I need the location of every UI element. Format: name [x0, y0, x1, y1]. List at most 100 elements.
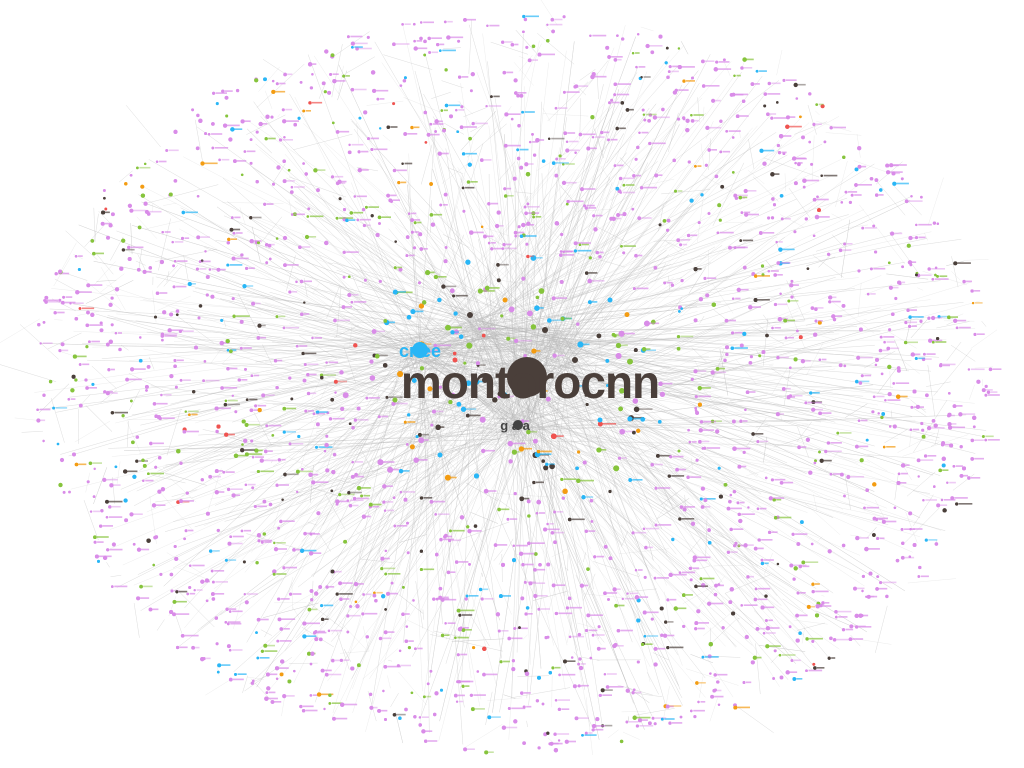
- graph-node[interactable]: [448, 400, 453, 405]
- graph-node[interactable]: [187, 281, 192, 287]
- graph-node[interactable]: [666, 598, 670, 602]
- graph-node[interactable]: [941, 463, 946, 468]
- graph-node[interactable]: [690, 709, 693, 713]
- graph-node[interactable]: [670, 283, 674, 287]
- graph-node[interactable]: [282, 566, 286, 570]
- graph-node[interactable]: [244, 452, 249, 457]
- graph-node[interactable]: [632, 430, 636, 435]
- graph-node[interactable]: [546, 731, 550, 735]
- graph-node[interactable]: [308, 551, 314, 556]
- graph-node[interactable]: [729, 527, 733, 532]
- graph-node[interactable]: [546, 635, 550, 639]
- graph-node[interactable]: [129, 512, 134, 517]
- graph-node[interactable]: [258, 121, 263, 127]
- graph-node[interactable]: [613, 164, 617, 167]
- graph-node[interactable]: [550, 433, 557, 440]
- graph-node[interactable]: [214, 616, 218, 620]
- graph-node[interactable]: [624, 312, 630, 318]
- graph-node[interactable]: [37, 323, 41, 327]
- graph-node[interactable]: [99, 524, 103, 528]
- graph-node[interactable]: [789, 563, 794, 568]
- graph-node[interactable]: [68, 490, 71, 494]
- graph-node[interactable]: [591, 724, 597, 729]
- graph-node[interactable]: [157, 489, 162, 494]
- graph-node[interactable]: [756, 440, 760, 444]
- graph-node[interactable]: [511, 666, 516, 672]
- graph-node[interactable]: [915, 223, 918, 227]
- graph-node[interactable]: [881, 412, 886, 416]
- graph-node[interactable]: [597, 421, 603, 427]
- graph-node[interactable]: [287, 679, 292, 684]
- graph-node[interactable]: [265, 261, 269, 265]
- graph-node[interactable]: [130, 367, 135, 372]
- graph-node[interactable]: [159, 259, 165, 265]
- graph-node[interactable]: [690, 521, 696, 526]
- graph-node[interactable]: [138, 358, 143, 363]
- graph-node[interactable]: [698, 439, 702, 444]
- graph-node[interactable]: [299, 279, 304, 284]
- graph-node[interactable]: [739, 239, 742, 242]
- graph-node[interactable]: [819, 603, 823, 608]
- graph-node[interactable]: [240, 173, 244, 177]
- graph-node[interactable]: [513, 78, 518, 83]
- graph-node[interactable]: [273, 541, 276, 545]
- graph-node[interactable]: [293, 212, 297, 217]
- graph-node[interactable]: [753, 298, 758, 302]
- graph-node[interactable]: [330, 569, 335, 574]
- graph-node[interactable]: [392, 712, 397, 717]
- graph-node[interactable]: [693, 318, 698, 323]
- graph-node[interactable]: [188, 586, 192, 589]
- graph-node[interactable]: [728, 245, 732, 250]
- graph-node[interactable]: [465, 413, 470, 418]
- graph-node[interactable]: [810, 542, 814, 546]
- graph-node[interactable]: [666, 218, 671, 223]
- graph-node[interactable]: [729, 587, 734, 592]
- graph-node[interactable]: [647, 119, 651, 123]
- graph-node[interactable]: [693, 369, 698, 374]
- graph-node[interactable]: [36, 408, 39, 411]
- graph-node[interactable]: [522, 30, 525, 34]
- graph-node[interactable]: [849, 624, 854, 629]
- graph-node[interactable]: [580, 187, 584, 192]
- graph-node[interactable]: [828, 300, 832, 304]
- graph-node[interactable]: [118, 347, 122, 352]
- graph-node[interactable]: [407, 413, 411, 417]
- graph-node[interactable]: [165, 149, 169, 152]
- graph-node[interactable]: [513, 719, 518, 724]
- graph-node[interactable]: [149, 441, 153, 446]
- graph-node[interactable]: [679, 243, 683, 247]
- graph-node[interactable]: [89, 510, 93, 513]
- graph-node[interactable]: [172, 612, 176, 617]
- graph-node[interactable]: [191, 108, 195, 112]
- graph-node[interactable]: [323, 90, 327, 94]
- graph-node[interactable]: [598, 255, 602, 259]
- graph-node[interactable]: [759, 148, 764, 153]
- graph-node[interactable]: [662, 219, 667, 223]
- graph-node[interactable]: [967, 476, 971, 480]
- graph-node[interactable]: [304, 172, 308, 176]
- graph-node[interactable]: [685, 118, 690, 123]
- graph-node[interactable]: [775, 412, 780, 417]
- graph-node[interactable]: [392, 289, 398, 295]
- graph-node[interactable]: [42, 321, 46, 324]
- graph-node[interactable]: [663, 633, 668, 638]
- graph-node[interactable]: [585, 402, 589, 407]
- graph-node[interactable]: [172, 264, 176, 268]
- graph-node[interactable]: [512, 176, 517, 181]
- graph-node[interactable]: [533, 568, 537, 572]
- graph-node[interactable]: [786, 115, 790, 120]
- graph-node[interactable]: [725, 129, 729, 133]
- graph-node[interactable]: [589, 498, 594, 503]
- graph-node[interactable]: [689, 198, 694, 203]
- graph-node[interactable]: [622, 212, 627, 217]
- graph-node[interactable]: [405, 235, 410, 239]
- graph-node[interactable]: [522, 741, 527, 746]
- graph-node[interactable]: [272, 569, 277, 574]
- graph-node[interactable]: [722, 58, 726, 62]
- graph-node[interactable]: [522, 14, 526, 19]
- graph-node[interactable]: [411, 378, 417, 383]
- graph-node[interactable]: [220, 318, 224, 322]
- graph-node[interactable]: [72, 452, 76, 457]
- graph-node[interactable]: [650, 617, 654, 621]
- graph-node[interactable]: [914, 357, 918, 360]
